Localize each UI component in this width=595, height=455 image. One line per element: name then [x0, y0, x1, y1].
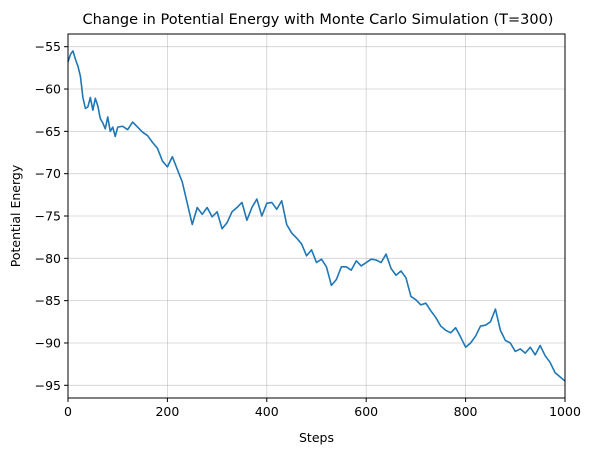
x-tick-label: 400 — [255, 404, 279, 419]
y-axis-label: Potential Energy — [8, 164, 23, 267]
grid-lines — [67, 34, 566, 398]
y-tick-label: −85 — [35, 293, 61, 308]
x-tick-label: 0 — [64, 404, 72, 419]
series-layer — [67, 50, 566, 382]
energy-series-line — [67, 50, 566, 382]
x-axis: 0 200 400 600 800 1000 — [64, 398, 581, 419]
y-tick-label: −75 — [35, 209, 61, 224]
y-tick-label: −60 — [35, 82, 61, 97]
x-tick-label: 600 — [354, 404, 378, 419]
y-tick-label: −95 — [35, 378, 61, 393]
chart-title: Change in Potential Energy with Monte Ca… — [83, 12, 554, 28]
y-tick-label: −80 — [35, 251, 61, 266]
x-tick-label: 200 — [155, 404, 179, 419]
y-tick-label: −90 — [35, 335, 61, 350]
x-tick-label: 1000 — [549, 404, 581, 419]
y-tick-label: −65 — [35, 124, 61, 139]
x-axis-label: Steps — [299, 430, 334, 445]
y-tick-label: −70 — [35, 166, 61, 181]
x-tick-label: 800 — [454, 404, 478, 419]
y-axis: −55 −60 −65 −70 −75 −80 −85 −90 −95 — [35, 39, 68, 393]
y-tick-label: −55 — [35, 39, 61, 54]
